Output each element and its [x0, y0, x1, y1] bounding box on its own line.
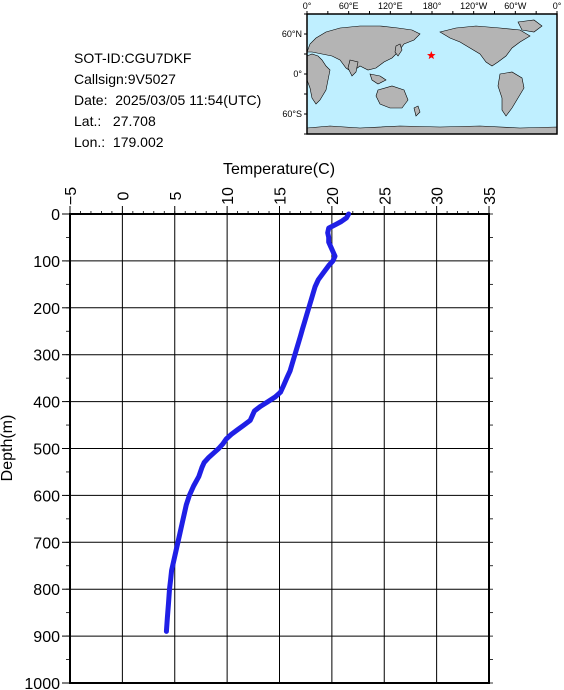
map-frame-ticks — [304, 11, 558, 135]
land-greenland — [517, 19, 543, 33]
date-row: Date: 2025/03/05 11:54(UTC) — [74, 90, 261, 111]
y-tick-label: 600 — [33, 488, 60, 505]
lat-row: Lat.: 27.708 — [74, 111, 261, 132]
lon-value: 179.002 — [112, 134, 164, 150]
x-tick-label: 25 — [377, 187, 394, 205]
y-tick-label: 900 — [33, 629, 60, 646]
y-tick-label: 200 — [33, 301, 60, 318]
x-tick-label: 20 — [325, 187, 342, 205]
y-tick-label: 800 — [33, 582, 60, 599]
lat-value: 27.708 — [112, 113, 156, 129]
callsign: Callsign:9V5027 — [74, 71, 176, 87]
x-axis-title: Temperature(C) — [223, 161, 335, 178]
map-lon-label: 0° — [303, 1, 312, 11]
map-lon-label: 120°W — [460, 1, 488, 11]
lon-row: Lon.: 179.002 — [74, 132, 261, 153]
x-tick-label: 30 — [430, 187, 447, 205]
temperature-profile-line — [163, 211, 352, 634]
date-value: 2025/03/05 11:54(UTC) — [115, 92, 262, 108]
x-tick-label: 5 — [168, 191, 185, 200]
lon-label: Lon.: — [74, 134, 106, 150]
x-tick-label: 35 — [482, 187, 499, 205]
temperature-series-line — [163, 211, 352, 634]
land-north-america — [439, 25, 531, 67]
y-tick-label: 700 — [33, 535, 60, 552]
map-lon-label: 120°E — [378, 1, 403, 11]
map-lon-label: 0° — [553, 1, 562, 11]
y-tick-label: 400 — [33, 395, 60, 412]
station-info: SOT-ID:CGU7DKF Callsign:9V5027 Date: 202… — [74, 48, 261, 153]
land-south-america — [497, 71, 525, 117]
x-tick-label: 0 — [115, 191, 132, 200]
map-latitude-labels: 60°N 0° 60°S — [282, 29, 303, 119]
map-lon-label: 180° — [423, 1, 442, 11]
y-tick-label: 500 — [33, 442, 60, 459]
x-tick-label: 15 — [273, 187, 290, 205]
map-lat-label: 60°S — [282, 109, 302, 119]
map-position-marker — [427, 51, 436, 60]
x-tick-labels: −5 0 5 10 15 20 25 30 35 — [63, 187, 499, 205]
map-lon-label: 60°E — [339, 1, 359, 11]
land-se-asia — [369, 73, 387, 85]
land-africa — [306, 53, 331, 105]
y-tick-labels: 0 100 200 300 400 500 600 700 800 900 1000 — [24, 207, 60, 690]
y-tick-label: 0 — [51, 207, 60, 224]
location-map: 0° 60°E 120°E 180° 120°W 60°W 0° 60°N 0° 60°S — [282, 1, 562, 135]
y-axis-title: Depth(m) — [0, 415, 16, 482]
land-india — [347, 59, 359, 77]
y-tick-label: 1000 — [24, 676, 60, 690]
map-longitude-labels: 0° 60°E 120°E 180° 120°W 60°W 0° — [303, 1, 562, 11]
land-new-zealand — [413, 105, 421, 117]
position-star-icon — [427, 51, 436, 60]
chart-grid — [69, 213, 490, 684]
x-tick-label: −5 — [63, 187, 80, 205]
land-australia — [375, 85, 409, 109]
map-lon-label: 60°W — [504, 1, 527, 11]
plot-frame — [69, 213, 490, 684]
map-lat-label: 60°N — [282, 29, 302, 39]
date-label: Date: — [74, 92, 108, 108]
y-tick-label: 300 — [33, 348, 60, 365]
x-tick-label: 10 — [220, 187, 237, 205]
lat-label: Lat.: — [74, 113, 102, 129]
axis-ticks — [62, 206, 493, 684]
map-landmasses — [306, 19, 558, 135]
map-lat-label: 0° — [293, 69, 302, 79]
sot-id: SOT-ID:CGU7DKF — [74, 50, 192, 66]
y-tick-label: 100 — [33, 254, 60, 271]
land-japan — [394, 43, 403, 57]
